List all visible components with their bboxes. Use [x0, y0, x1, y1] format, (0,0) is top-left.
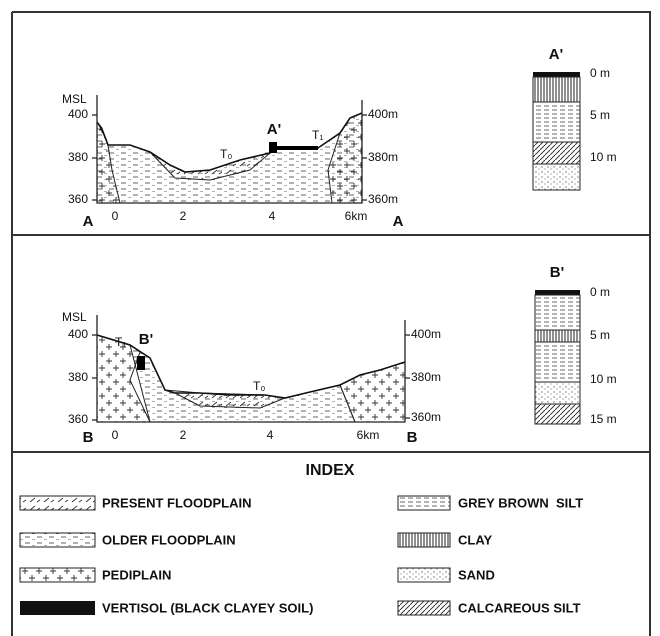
legend-text: CALCAREOUS SILT — [458, 600, 581, 615]
depth-label: 5 m — [590, 328, 610, 342]
depth-label: 0 m — [590, 66, 610, 80]
end-label: B — [407, 429, 418, 446]
legend-text: SAND — [458, 567, 495, 582]
diagram: MSL 400 380 360 400m 380m 360m 0 2 4 6km… — [0, 0, 660, 636]
end-label: B — [83, 429, 94, 446]
legend-text: OLDER FLOODPLAIN — [102, 532, 236, 547]
terrace-label: T₁ — [312, 128, 323, 142]
legend-swatch — [20, 568, 95, 582]
column-layer — [533, 164, 580, 190]
depth-label: 5 m — [590, 108, 610, 122]
tick-label: 380 — [68, 370, 88, 384]
column-label: B' — [550, 264, 564, 281]
end-label: A — [393, 213, 404, 230]
x-label: 2 — [180, 428, 187, 442]
column-layer — [535, 330, 580, 342]
tick-label: 360m — [411, 410, 441, 424]
column-layer — [535, 342, 580, 382]
column-layer — [533, 72, 580, 77]
tick-label: 400 — [68, 107, 88, 121]
legend-text: PEDIPLAIN — [102, 567, 171, 582]
site-label: A' — [267, 121, 281, 138]
x-label: 2 — [180, 209, 187, 223]
tick-label: 400m — [411, 327, 441, 341]
column-layer — [535, 295, 580, 330]
legend-text: GREY BROWN SILT — [458, 495, 583, 510]
site-marker — [269, 142, 277, 153]
tick-label: 400m — [368, 107, 398, 121]
depth-label: 15 m — [590, 412, 617, 426]
legend-text: PRESENT FLOODPLAIN — [102, 495, 252, 510]
index-title: INDEX — [306, 462, 355, 479]
tick-label: 380 — [68, 150, 88, 164]
terrace-label: T₀ — [253, 379, 265, 393]
legend-swatch — [20, 496, 95, 510]
column-layer — [533, 102, 580, 142]
x-label: 6km — [357, 428, 380, 442]
column-layer — [535, 404, 580, 424]
legend-swatch — [20, 533, 95, 547]
end-label: A — [83, 213, 94, 230]
section-b: MSL 400 380 360 400m 380m 360m 0 2 4 6km… — [62, 264, 617, 446]
index: INDEX PRESENT FLOODPLAIN OLDER FLOODPLAI… — [20, 462, 583, 615]
legend-swatch — [20, 601, 95, 615]
terrace-label: T₁ — [115, 335, 126, 349]
tick-label: 360 — [68, 412, 88, 426]
column-label: A' — [549, 46, 563, 63]
older-floodplain — [130, 345, 355, 422]
axis-label: MSL — [62, 92, 87, 106]
axis-label: MSL — [62, 310, 87, 324]
x-label: 4 — [269, 209, 276, 223]
site-label: B' — [139, 331, 153, 348]
legend-swatch — [398, 568, 450, 582]
legend-swatch — [398, 601, 450, 615]
depth-label: 10 m — [590, 372, 617, 386]
tick-label: 380m — [368, 150, 398, 164]
column-layer — [533, 142, 580, 164]
x-label: 0 — [112, 209, 119, 223]
tick-label: 400 — [68, 327, 88, 341]
depth-label: 0 m — [590, 285, 610, 299]
x-label: 4 — [267, 428, 274, 442]
legend-swatch — [398, 496, 450, 510]
tick-label: 380m — [411, 370, 441, 384]
vertisol — [137, 356, 145, 370]
column-layer — [535, 290, 580, 295]
column-layer — [533, 77, 580, 102]
legend-text: VERTISOL (BLACK CLAYEY SOIL) — [102, 600, 313, 615]
legend-text: CLAY — [458, 532, 493, 547]
section-a: MSL 400 380 360 400m 380m 360m 0 2 4 6km… — [62, 46, 617, 230]
terrace-label: T₀ — [220, 147, 232, 161]
column-layer — [535, 382, 580, 404]
depth-label: 10 m — [590, 150, 617, 164]
tick-label: 360 — [68, 192, 88, 206]
legend-swatch — [398, 533, 450, 547]
tick-label: 360m — [368, 192, 398, 206]
x-label: 6km — [345, 209, 368, 223]
x-label: 0 — [112, 428, 119, 442]
